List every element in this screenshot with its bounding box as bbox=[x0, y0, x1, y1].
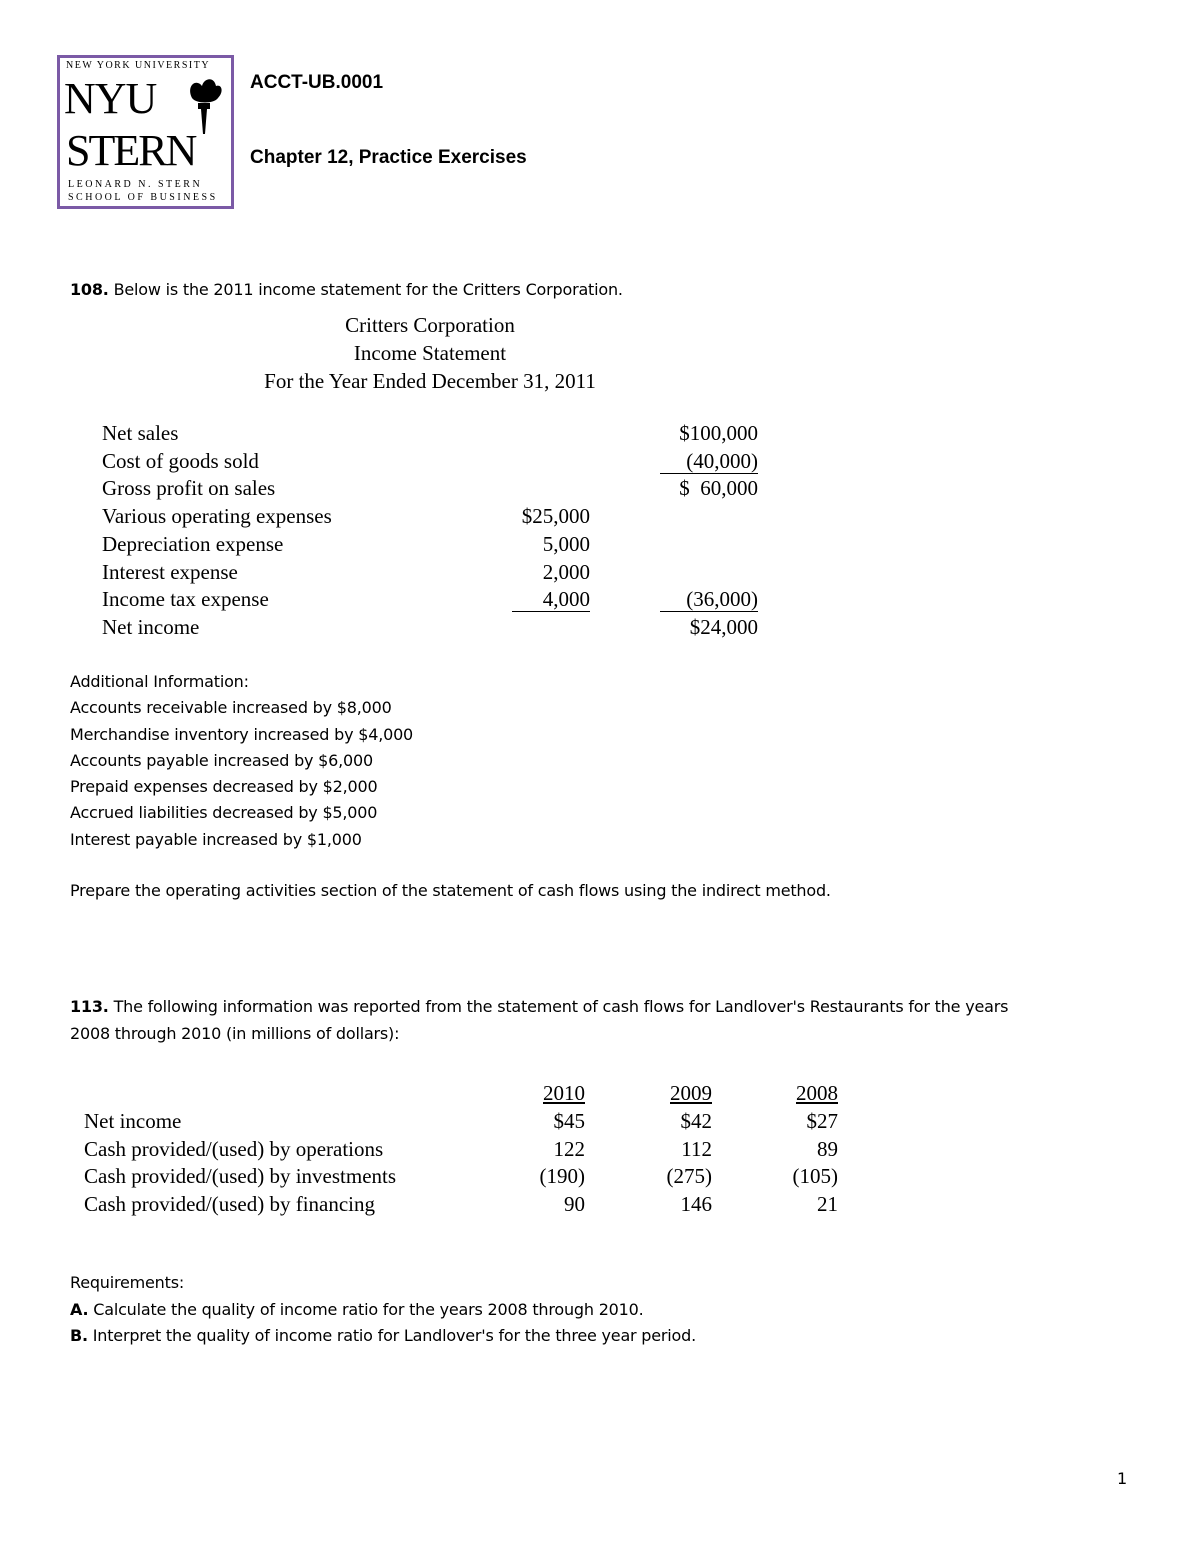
additional-info-item: Merchandise inventory increased by $4,00… bbox=[70, 724, 414, 744]
table-row-label: Cash provided/(used) by operations bbox=[84, 1136, 384, 1161]
table-row-label: Net income bbox=[84, 1109, 182, 1133]
table-cell: 90 bbox=[564, 1191, 585, 1216]
torch-icon bbox=[190, 79, 222, 134]
table-cell: 122 bbox=[553, 1136, 586, 1161]
page-title: Chapter 12, Practice Exercises bbox=[250, 147, 527, 168]
statement-row-label: Net income bbox=[102, 614, 200, 639]
table-cell: $42 bbox=[680, 1109, 713, 1133]
requirements: Requirements: A. Calculate the quality o… bbox=[70, 1270, 696, 1350]
statement-row-label: Various operating expenses bbox=[102, 504, 332, 529]
table-cell: 89 bbox=[817, 1136, 838, 1161]
statement-row-mid-value: 5,000 bbox=[542, 531, 590, 556]
additional-info-item: Prepaid expenses decreased by $2,000 bbox=[70, 777, 378, 797]
table-column-header: 2009 bbox=[670, 1081, 712, 1105]
table-column-header: 2010 bbox=[543, 1081, 585, 1105]
statement-row-total-value: (36,000) bbox=[660, 587, 758, 613]
statement-row-mid-value: 2,000 bbox=[542, 559, 590, 584]
statement-row-label: Cost of goods sold bbox=[102, 448, 259, 473]
instruction: Prepare the operating activities section… bbox=[70, 881, 831, 900]
table-row-label: Cash provided/(used) by financing bbox=[84, 1191, 376, 1216]
table-cell: (105) bbox=[792, 1164, 839, 1188]
requirement-b: B. Interpret the quality of income ratio… bbox=[70, 1326, 696, 1345]
table-column-header: 2008 bbox=[796, 1081, 838, 1105]
statement-row-label: Interest expense bbox=[102, 559, 238, 584]
table-cell: (275) bbox=[666, 1164, 713, 1188]
requirement-a: A. Calculate the quality of income ratio… bbox=[70, 1299, 644, 1319]
table-cell: $45 bbox=[553, 1109, 586, 1133]
table-cell: $27 bbox=[806, 1109, 839, 1133]
table-cell: (190) bbox=[539, 1164, 586, 1188]
table-cell: 21 bbox=[817, 1191, 838, 1216]
statement-row-total-value: $24,000 bbox=[689, 614, 758, 639]
statement-row-label: Income tax expense bbox=[102, 587, 269, 612]
table-cell: 112 bbox=[681, 1136, 712, 1161]
statement-title: Critters Corporation Income Statement Fo… bbox=[264, 313, 596, 393]
statement-row-mid-value: $25,000 bbox=[521, 504, 590, 529]
nyu-stern-logo: NEW YORK UNIVERSITY NYU STERN LEONARD N.… bbox=[57, 55, 234, 209]
table-row-label: Cash provided/(used) by investments bbox=[84, 1164, 397, 1188]
additional-info-item: Accounts payable increased by $6,000 bbox=[70, 750, 373, 770]
statement-row-total-value: $100,000 bbox=[679, 421, 758, 445]
question-108: 108. Below is the 2011 income statement … bbox=[70, 280, 623, 299]
page-number: 1 bbox=[1117, 1469, 1127, 1488]
additional-information: Additional Information: Accounts receiva… bbox=[70, 669, 413, 853]
statement-row-mid-value: 4,000 bbox=[512, 587, 590, 613]
question-113: 113. The following information was repor… bbox=[70, 997, 1009, 1043]
additional-info-item: Interest payable increased by $1,000 bbox=[70, 829, 362, 849]
statement-row-label: Depreciation expense bbox=[102, 531, 284, 556]
statement-row-total-value: (40,000) bbox=[660, 449, 758, 474]
statement-row-label: Net sales bbox=[102, 421, 179, 445]
additional-info-item: Accrued liabilities decreased by $5,000 bbox=[70, 803, 378, 823]
statement-row-label: Gross profit on sales bbox=[102, 476, 276, 501]
table-cell: 146 bbox=[680, 1191, 713, 1216]
statement-row-total-value: $ 60,000 bbox=[679, 476, 758, 501]
course-code: ACCT-UB.0001 bbox=[250, 72, 384, 93]
additional-info-item: Accounts receivable increased by $8,000 bbox=[70, 698, 392, 718]
